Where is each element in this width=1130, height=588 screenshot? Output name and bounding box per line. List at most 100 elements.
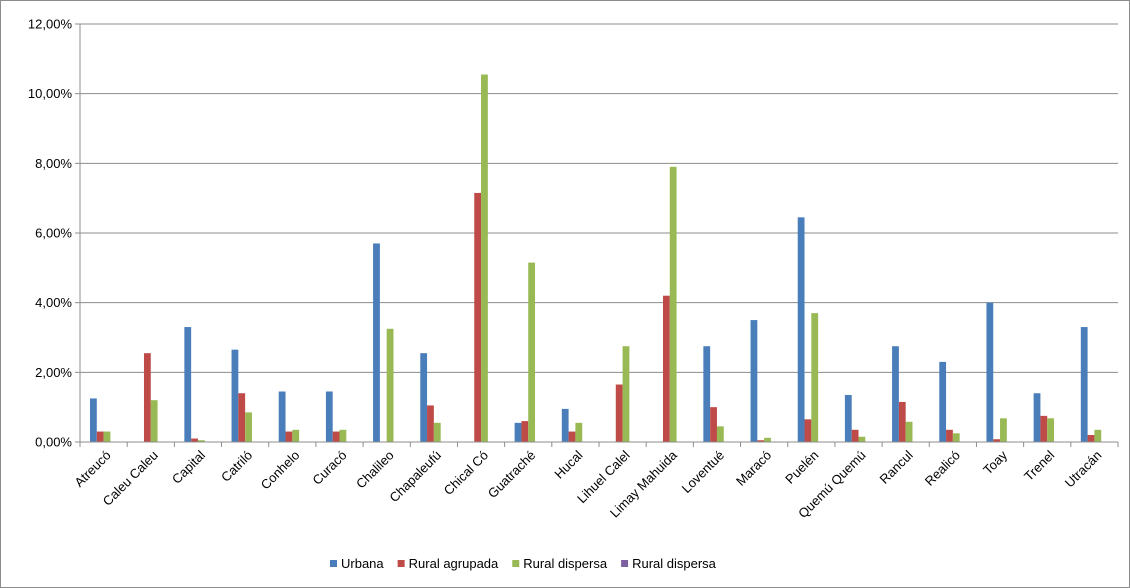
bar	[757, 440, 765, 442]
bar	[669, 166, 677, 443]
legend-label: Urbana	[341, 556, 384, 571]
bar	[339, 429, 347, 442]
y-tick-label: 2,00%	[35, 365, 72, 380]
bar	[278, 391, 286, 442]
bar	[716, 426, 724, 442]
x-category-label: Chapaleufú	[386, 448, 444, 506]
bar	[710, 407, 717, 442]
bar	[1094, 429, 1102, 442]
bar	[386, 328, 394, 442]
bar	[231, 349, 239, 442]
x-category-label: Hucal	[551, 447, 585, 481]
x-category-label: Loventué	[679, 448, 727, 496]
bars	[89, 74, 1102, 443]
x-category-label: Conhelo	[258, 448, 303, 493]
x-category-label: Curacó	[309, 448, 349, 488]
bar	[89, 398, 97, 442]
bar	[993, 439, 1001, 442]
legend-label: Rural agrupada	[409, 556, 499, 571]
bar	[285, 431, 293, 442]
x-category-label: Toay	[980, 447, 1010, 477]
bar	[804, 419, 812, 442]
legend-swatch	[330, 560, 337, 567]
legend-label: Rural dispersa	[632, 556, 717, 571]
bar	[892, 346, 899, 442]
bar	[325, 391, 333, 442]
bar	[986, 302, 994, 442]
bar	[332, 431, 340, 442]
bar	[1040, 415, 1048, 442]
x-category-label: Puelén	[782, 448, 821, 487]
legend-swatch	[512, 560, 520, 567]
bar	[1047, 418, 1055, 442]
bar	[150, 400, 158, 442]
bar	[427, 405, 434, 442]
bar	[528, 262, 536, 442]
gridlines	[80, 23, 1118, 373]
x-category-label: Capital	[169, 447, 208, 486]
x-category-label: Rancul	[877, 447, 916, 486]
bar	[514, 422, 522, 442]
bar	[474, 192, 482, 442]
y-tick-label: 8,00%	[35, 156, 72, 171]
bar	[811, 313, 819, 442]
bar	[858, 436, 866, 442]
x-category-label: Utracán	[1062, 448, 1105, 491]
bar	[521, 421, 529, 442]
bar	[197, 440, 205, 442]
bar	[764, 437, 771, 442]
y-tick-label: 4,00%	[35, 295, 72, 310]
bar	[433, 422, 441, 442]
bar	[750, 320, 758, 442]
x-category-label: Atreucó	[71, 448, 113, 490]
bar	[662, 295, 670, 442]
bar	[615, 384, 623, 442]
y-tick-label: 10,00%	[28, 86, 73, 101]
x-category-label: Catriló	[218, 448, 255, 485]
y-tick-label: 12,00%	[28, 17, 73, 32]
bar	[898, 401, 906, 442]
bar	[184, 327, 192, 442]
x-category-label: Maracó	[733, 448, 774, 489]
bar	[939, 361, 947, 442]
bar	[844, 394, 852, 442]
bar	[292, 429, 300, 442]
bar	[797, 217, 805, 442]
y-tick-label: 0,00%	[35, 435, 72, 450]
legend-swatch	[621, 560, 629, 567]
bar	[1080, 327, 1088, 442]
bar	[103, 431, 111, 442]
bar	[238, 393, 246, 442]
legend-swatch	[397, 560, 405, 567]
bar	[1087, 435, 1095, 442]
bar	[622, 346, 630, 442]
y-tick-label: 6,00%	[35, 226, 72, 241]
bar	[420, 353, 428, 442]
bar	[481, 74, 488, 442]
bar	[851, 429, 859, 442]
bar	[568, 431, 576, 442]
bar	[1000, 418, 1007, 442]
x-category-label: Guatraché	[485, 448, 539, 502]
bar	[143, 353, 151, 442]
bar	[905, 421, 913, 442]
x-category-label: Realicó	[922, 448, 963, 489]
y-axis-ticks: 0,00% 2,00% 4,00% 6,00% 8,00% 10,00% 12,00%	[28, 17, 80, 450]
bar	[946, 429, 953, 442]
bar	[561, 408, 569, 442]
bar	[1033, 393, 1041, 442]
bar	[245, 412, 252, 442]
legend: Urbana Rural agrupada Rural dispersa Rural …	[330, 556, 717, 571]
bar	[96, 431, 104, 442]
bar	[373, 243, 380, 442]
bar	[703, 346, 711, 442]
axes	[79, 24, 1119, 447]
x-category-label: Trenel	[1021, 447, 1057, 483]
x-category-label: Chalileo	[353, 448, 397, 492]
bar	[191, 438, 198, 442]
legend-label: Rural dispersa	[523, 556, 608, 571]
bar	[952, 433, 960, 442]
